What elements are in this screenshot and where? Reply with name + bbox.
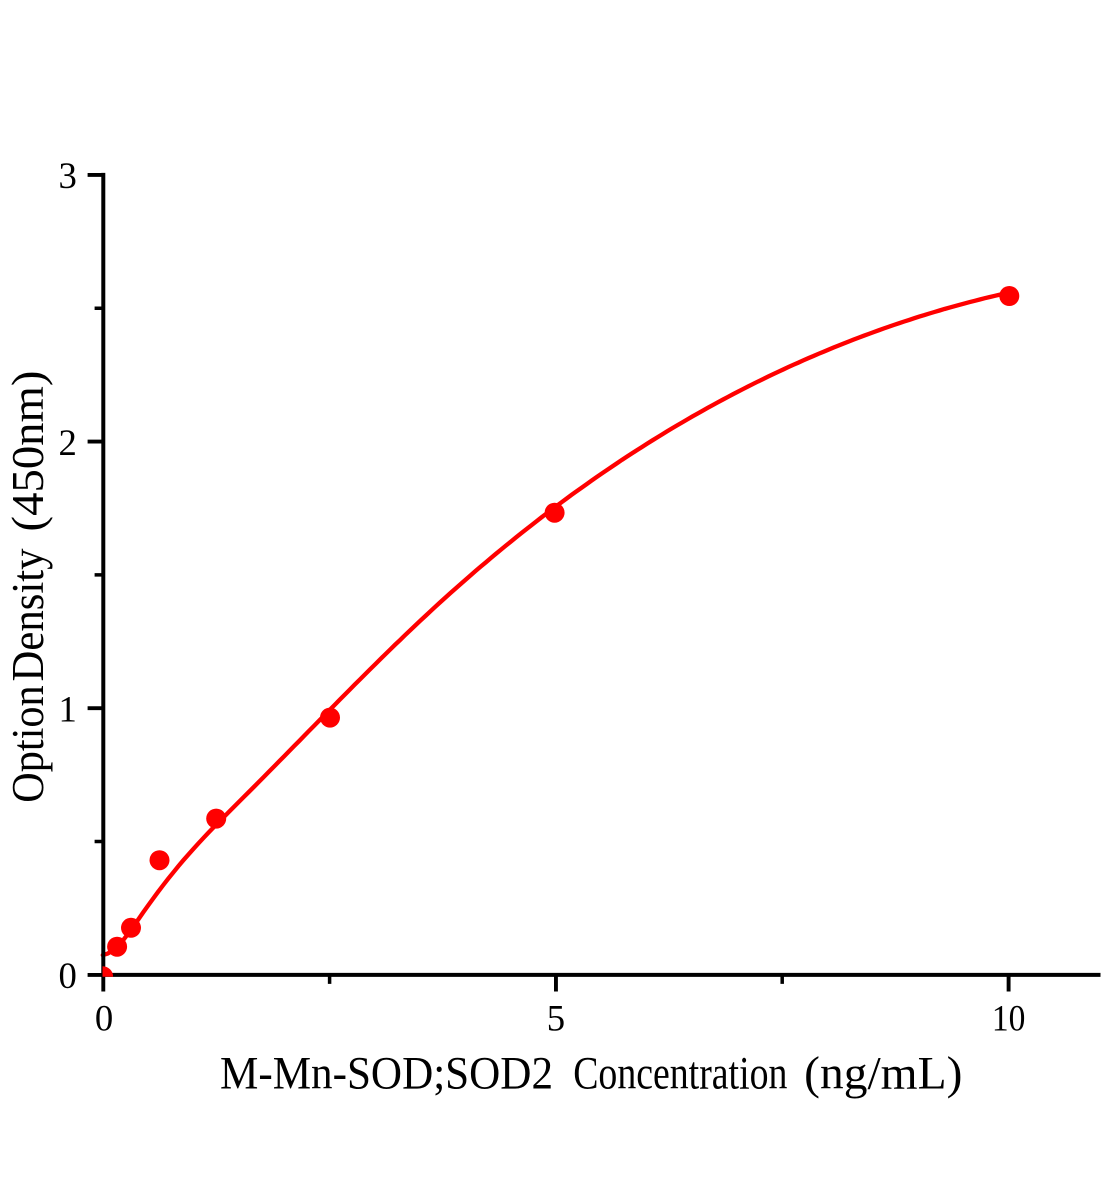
svg-text:(ng/mL): (ng/mL) <box>804 1047 962 1099</box>
svg-text:3: 3 <box>59 155 77 196</box>
svg-text:2: 2 <box>59 422 77 463</box>
svg-text:Concentration: Concentration <box>573 1047 787 1099</box>
svg-text:5: 5 <box>547 998 565 1039</box>
svg-text:M-Mn-SOD;SOD2: M-Mn-SOD;SOD2 <box>220 1047 553 1099</box>
svg-text:Density: Density <box>3 548 53 681</box>
svg-text:0: 0 <box>59 955 77 996</box>
svg-text:0: 0 <box>95 998 113 1039</box>
svg-text:1: 1 <box>59 689 77 730</box>
svg-text:(450nm): (450nm) <box>3 371 53 532</box>
svg-text:10: 10 <box>992 998 1026 1039</box>
svg-text:Option: Option <box>3 685 53 803</box>
